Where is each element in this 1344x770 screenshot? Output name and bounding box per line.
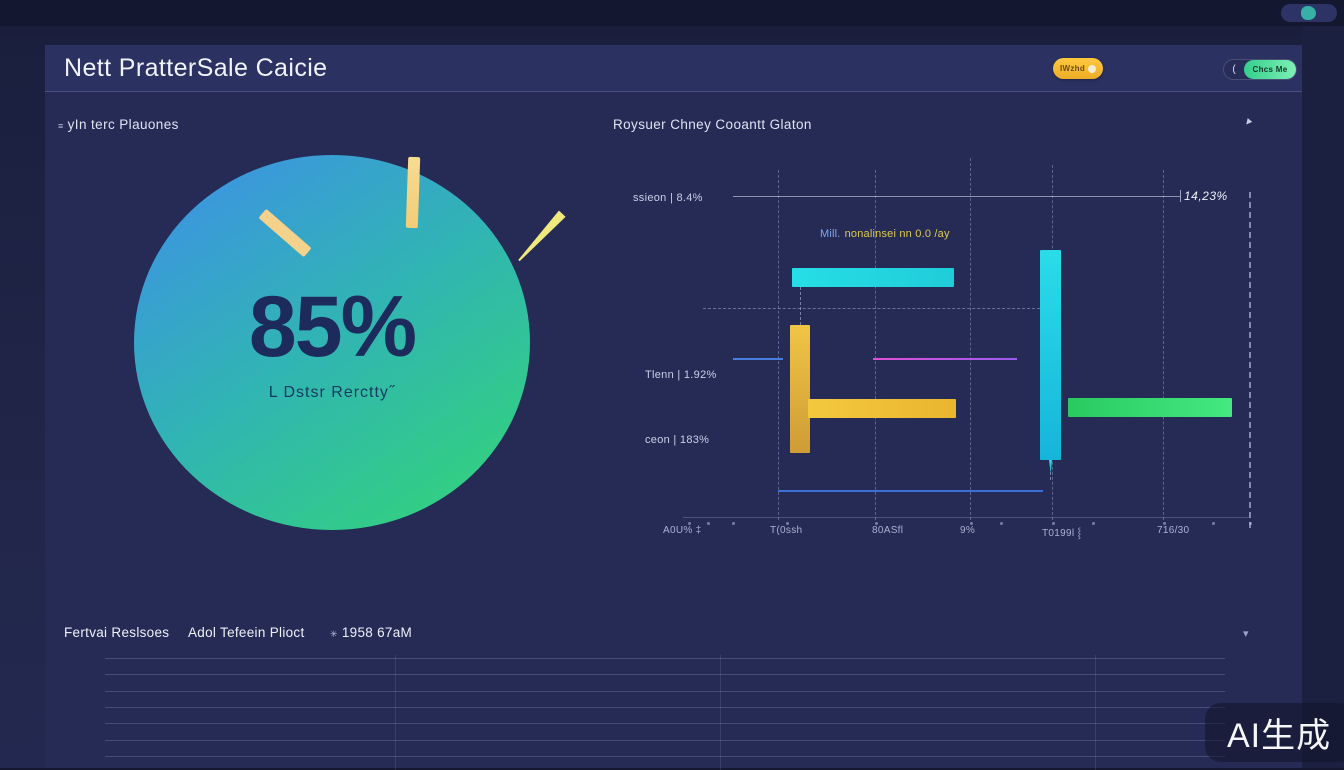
gantt-bar-chart: ssieon | 8.4% Tlenn | 1.92% ceon | 183% Mil…: [620, 150, 1302, 560]
panel-header: Nett PratterSale Caicie IWzhd ( Chcs Me: [45, 45, 1302, 92]
gridline-vertical: [970, 158, 971, 520]
gridline-vertical: [778, 170, 779, 520]
axis-tick-dot: [1212, 522, 1215, 525]
gauge-subtitle: L Dstsr Rerctty˝: [268, 383, 396, 401]
axis-tick-dot: [1092, 522, 1095, 525]
axis-line: [683, 517, 1249, 518]
x-axis-label: 716/30: [1157, 525, 1190, 536]
main-panel: Nett PratterSale Caicie IWzhd ( Chcs Me …: [45, 45, 1302, 770]
withdraw-button-label: IWzhd: [1059, 64, 1086, 73]
rule-end-tick: [1180, 190, 1181, 202]
gauge-value: 85%: [248, 278, 417, 375]
table-column-divider: [1095, 655, 1096, 770]
bottom-tab-3-text: 1958 67aM: [341, 625, 413, 640]
gridline-vertical: [1163, 170, 1164, 520]
cursor-arrow-icon: ▼: [1240, 115, 1256, 130]
yellow-vertical-bar: [790, 325, 810, 453]
bottom-tab-2[interactable]: Adol Tefeein Plioct: [188, 625, 305, 640]
gauge-section-title: ≡ yIn terc Plauones: [58, 117, 179, 132]
table-column-divider: [395, 655, 396, 770]
page-title: Nett PratterSale Caicie: [64, 53, 328, 82]
x-axis-label: 9%: [960, 525, 976, 536]
create-button-label: Chcs Me: [1244, 60, 1296, 79]
create-button-prefix: (: [1232, 64, 1236, 75]
gridline-vertical: [875, 170, 876, 520]
blue-short-line: [733, 358, 783, 360]
cyan-vertical-bar: [1040, 250, 1061, 460]
table-row-line: [105, 755, 1225, 757]
chart-section-title: Roysuer Chney Cooantt Glaton: [613, 117, 812, 132]
table-row-line: [105, 723, 1225, 725]
x-axis-label: A0U% ‡: [663, 525, 702, 536]
axis-tick-dot: [707, 522, 710, 525]
sparkle-icon: ✳: [330, 629, 338, 639]
table-row-line: [105, 739, 1225, 741]
peak-value-label: 14,23%: [1184, 189, 1228, 203]
axis-tick-dot: [732, 522, 735, 525]
x-axis-label: T(0ssh: [770, 525, 803, 536]
cyan-horizontal-bar: [792, 268, 954, 287]
table-row-line: [105, 690, 1225, 692]
ai-generated-watermark: AI生成: [1205, 703, 1344, 762]
bottom-tab-1[interactable]: Fertvai Reslsoes: [64, 625, 170, 640]
bottom-tab-3[interactable]: ✳ 1958 67aM: [330, 625, 412, 640]
axis-tick-dot: [1249, 522, 1252, 525]
axis-tick-dot: [1000, 522, 1003, 525]
gauge-tick-top: [405, 156, 421, 229]
gauge-circle: 85% L Dstsr Rerctty˝: [134, 155, 530, 530]
gauge-tick-right: [514, 209, 567, 265]
chart-annotation: Mill. nonalinsei nn 0.0 /ay: [820, 228, 950, 240]
right-background-shade: [1302, 26, 1344, 768]
top-bar: [0, 0, 1344, 26]
table-row-line: [105, 674, 1225, 676]
create-button[interactable]: ( Chcs Me: [1223, 59, 1297, 80]
top-right-toggle[interactable]: [1281, 4, 1337, 22]
row-label: ssieon | 8.4%: [633, 192, 703, 204]
withdraw-button[interactable]: IWzhd: [1053, 58, 1103, 79]
axis-tick-dot: [1163, 522, 1166, 525]
magenta-line: [873, 358, 1017, 360]
cyan-vertical-bar-tail: [1049, 460, 1052, 474]
table-row-line: [105, 658, 1225, 659]
gridline-vertical: [1249, 192, 1251, 528]
circle-icon: [1088, 64, 1097, 73]
axis-tick-dot: [1052, 522, 1055, 525]
axis-tick-dot: [688, 522, 691, 525]
gauge-section-title-text: yIn terc Plauones: [67, 117, 179, 132]
x-axis-label: 80ASfl: [872, 525, 904, 536]
table-row-line: [105, 706, 1225, 708]
chevron-down-icon[interactable]: ▾: [1243, 628, 1249, 640]
axis-tick-dot: [786, 522, 789, 525]
blue-long-line: [778, 490, 1043, 492]
axis-tick-dot: [970, 522, 973, 525]
x-axis-label: T0199l ⸾: [1042, 528, 1082, 539]
list-icon: ≡: [58, 121, 64, 131]
yellow-horizontal-bar: [808, 399, 956, 418]
top-rule: [733, 196, 1180, 197]
table-column-divider: [720, 655, 721, 770]
mid-dash-rule: [703, 308, 1040, 309]
axis-tick-dot: [875, 522, 878, 525]
toggle-dot-icon: [1301, 6, 1316, 20]
row-label: Tlenn | 1.92%: [645, 369, 717, 381]
row-label: ceon | 183%: [645, 434, 710, 446]
green-horizontal-bar: [1068, 398, 1232, 417]
connector-dash: [800, 287, 801, 325]
